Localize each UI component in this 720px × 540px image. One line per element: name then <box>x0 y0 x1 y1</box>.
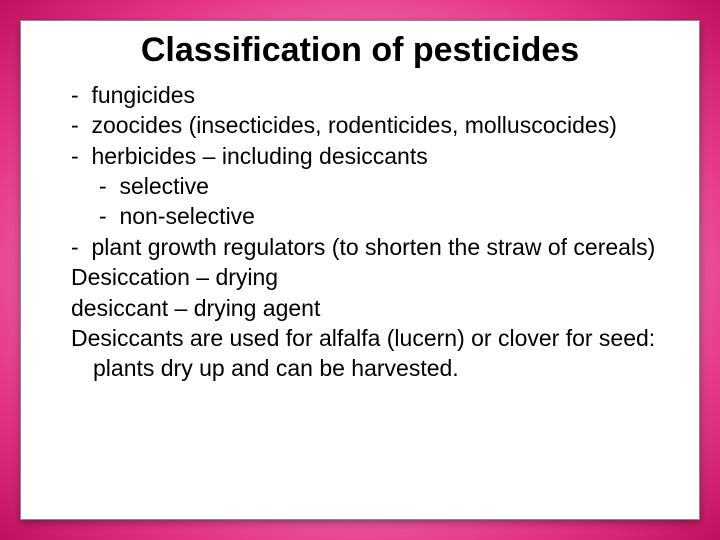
list-text: plant growth regulators (to shorten the … <box>91 234 655 260</box>
definition-line: Desiccants are used for alfalfa (lucern)… <box>43 323 677 384</box>
gradient-frame: Classification of pesticides - fungicide… <box>0 0 720 540</box>
list-subitem: - selective <box>43 171 677 201</box>
content-card: Classification of pesticides - fungicide… <box>20 20 700 520</box>
list-text: herbicides – including desiccants <box>91 143 427 169</box>
list-text: selective <box>119 173 208 199</box>
definition-line: Desiccation – drying <box>43 262 677 292</box>
list-subitem: - non-selective <box>43 201 677 231</box>
list-item: - plant growth regulators (to shorten th… <box>43 232 677 262</box>
list-text: fungicides <box>91 82 195 108</box>
list-text: non-selective <box>119 203 255 229</box>
slide-body: - fungicides - zoocides (insecticides, r… <box>43 80 677 384</box>
list-item: - fungicides <box>43 80 677 110</box>
slide-title: Classification of pesticides <box>43 31 677 70</box>
list-text: zoocides (insecticides, rodenticides, mo… <box>91 112 616 138</box>
list-item: - zoocides (insecticides, rodenticides, … <box>43 110 677 140</box>
list-item: - herbicides – including desiccants <box>43 141 677 171</box>
definition-line: desiccant – drying agent <box>43 293 677 323</box>
